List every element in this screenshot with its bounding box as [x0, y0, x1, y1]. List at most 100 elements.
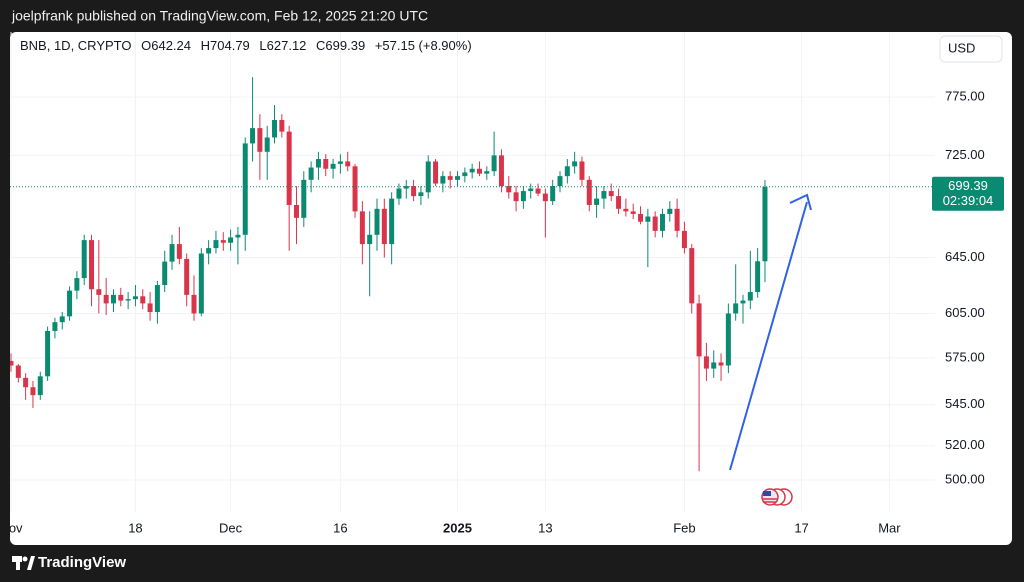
candle-body [762, 186, 768, 262]
candle-body [118, 294, 124, 301]
candle-body [110, 294, 116, 304]
candle-body [140, 296, 146, 304]
candle-body [755, 261, 761, 293]
candle-body [711, 362, 717, 369]
y-tick-label: 775.00 [945, 89, 985, 104]
candle-body [616, 196, 622, 209]
candle-body [125, 299, 131, 301]
candle-body [491, 155, 497, 172]
candle-body [425, 161, 431, 193]
candle-body [176, 244, 182, 259]
candle-body [506, 186, 512, 193]
currency-label[interactable]: USD [948, 40, 975, 55]
candle-body [89, 240, 95, 290]
candle-body [15, 365, 21, 378]
candle-body [220, 240, 226, 243]
y-tick-label: 500.00 [945, 471, 985, 486]
candle-body [572, 161, 578, 167]
candle-body [323, 159, 329, 169]
candle-body [484, 171, 490, 174]
grid [10, 32, 935, 512]
candle-body [250, 128, 256, 144]
last-price-box [932, 176, 1004, 211]
candle-body [579, 161, 585, 180]
candle-body [147, 303, 153, 313]
candle-body [330, 163, 336, 169]
candle-body [286, 131, 292, 205]
candle-body [381, 208, 387, 245]
candle-body [59, 316, 65, 323]
candle-body [374, 208, 380, 235]
candle-body [411, 186, 417, 197]
candle-body [696, 303, 702, 357]
candle-body [564, 166, 570, 177]
logo-part [27, 556, 35, 570]
candle-body [725, 313, 731, 366]
legend-close: C699.39 [316, 38, 365, 53]
candle-body [213, 240, 219, 249]
candle-body [433, 161, 439, 184]
candle-body [45, 330, 51, 377]
candle-body [498, 155, 504, 187]
x-tick-label: 2025 [443, 520, 472, 535]
candle-body [162, 261, 168, 286]
legend-change: +57.15 (+8.90%) [375, 38, 472, 53]
x-tick-label: 18 [128, 520, 142, 535]
candle-body [132, 296, 138, 300]
candle-body [293, 204, 299, 218]
arrow-head [789, 193, 812, 211]
candle-body [542, 193, 548, 202]
candle-body [396, 188, 402, 199]
candle-body [469, 168, 475, 173]
candle-body [315, 159, 321, 168]
candle-body [535, 188, 541, 194]
x-tick-label: 17 [794, 520, 808, 535]
candle-body [447, 176, 453, 180]
candle-body [67, 290, 73, 317]
candle-body [608, 191, 614, 197]
candle-body [586, 179, 592, 205]
candle-body [301, 179, 307, 218]
candle-body [242, 143, 248, 235]
candle-body [557, 176, 563, 187]
candle-body [103, 294, 109, 304]
candle-body [264, 137, 270, 152]
footer: TradingView [12, 554, 126, 571]
legend-symbol: BNB, 1D, CRYPTO [20, 38, 132, 53]
candle-body [169, 244, 175, 262]
candle-body [418, 192, 424, 197]
candle-body [257, 128, 263, 152]
currency-button[interactable] [939, 35, 1003, 63]
candle-body [638, 213, 644, 222]
countdown-label: 02:39:04 [943, 193, 994, 208]
arrow-shaft [729, 201, 808, 471]
candle-body [652, 216, 658, 231]
candle-body [154, 285, 160, 313]
x-tick-label: Feb [673, 520, 695, 535]
legend-open: O642.24 [141, 38, 191, 53]
candle-body [228, 237, 234, 243]
candle-body [191, 294, 197, 314]
candle-body [594, 198, 600, 205]
last-price-label: 699.39 [948, 178, 988, 193]
candle-body [520, 191, 526, 202]
legend-high: H704.79 [201, 38, 250, 53]
logo-part [16, 556, 20, 570]
candle-body [681, 230, 687, 249]
candle-body [184, 258, 190, 295]
candle-body [733, 303, 739, 314]
y-tick-label: 575.00 [945, 349, 985, 364]
header-text: joelpfrank published on TradingView.com,… [11, 8, 428, 24]
legend-low: L627.12 [259, 38, 306, 53]
y-tick-label: 725.00 [945, 147, 985, 162]
candle-body [674, 208, 680, 231]
candle-body [279, 119, 285, 132]
x-tick-label: 16 [333, 520, 347, 535]
flag-canton [763, 491, 771, 496]
candle-body [10, 360, 14, 366]
candle-body [630, 211, 636, 214]
candle-body [96, 289, 102, 295]
candle-body [718, 362, 724, 366]
